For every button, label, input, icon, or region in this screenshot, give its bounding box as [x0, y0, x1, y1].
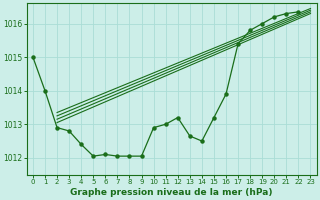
- X-axis label: Graphe pression niveau de la mer (hPa): Graphe pression niveau de la mer (hPa): [70, 188, 273, 197]
